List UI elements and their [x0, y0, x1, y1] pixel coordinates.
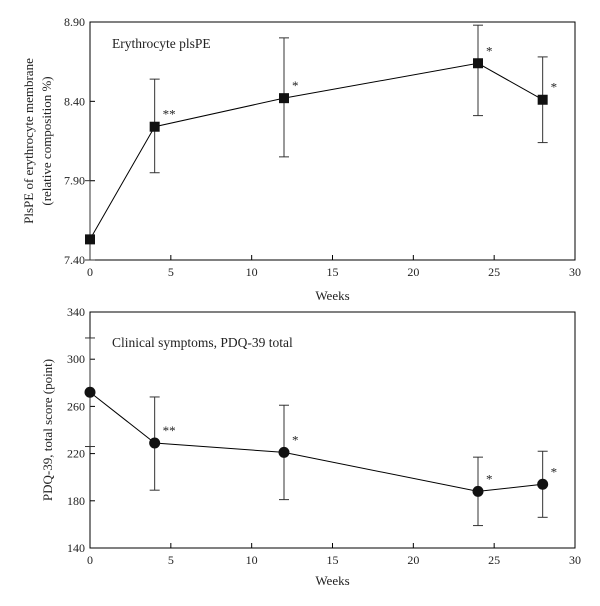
y-tick-label: 140 — [67, 541, 85, 555]
data-point — [537, 478, 549, 490]
data-point — [279, 93, 289, 104]
chart-panel-1: 0 5 10 15 20 25 30 7.40 7.90 8.40 8.90 Weeks PlsPE o… — [21, 15, 581, 303]
y-tick-label: 260 — [67, 399, 85, 413]
y-tick-label: 300 — [67, 352, 85, 366]
significance-marker: * — [551, 464, 558, 479]
x-tick-label: 0 — [87, 553, 93, 567]
x-axis-label: Weeks — [315, 288, 349, 303]
x-tick-label: 30 — [569, 265, 581, 279]
significance-marker: * — [292, 432, 299, 447]
x-tick-label: 30 — [569, 553, 581, 567]
y-axis-label: PlsPE of erythrocyte membrane — [21, 58, 36, 224]
plot-frame — [89, 21, 576, 261]
y-tick-label: 7.90 — [64, 174, 85, 188]
x-tick-label: 0 — [87, 265, 93, 279]
x-tick-label: 15 — [327, 265, 339, 279]
x-axis-label: Weeks — [315, 573, 349, 588]
x-tick-label: 25 — [488, 553, 500, 567]
chart-panel-2: 0 5 10 15 20 25 30 140 180 220 260 300 340 Weeks PDQ-3… — [40, 305, 581, 588]
x-tick-label: 15 — [327, 553, 339, 567]
chart-title: Erythrocyte plsPE — [112, 36, 211, 51]
significance-marker: ** — [163, 107, 176, 122]
series-line — [89, 62, 543, 240]
data-point — [85, 234, 95, 245]
data-point — [537, 94, 548, 105]
y-tick-label: 7.40 — [64, 253, 85, 267]
chart-title: Clinical symptoms, PDQ-39 total — [112, 335, 293, 350]
y-tick-label: 8.40 — [64, 94, 85, 108]
x-tick-label: 5 — [168, 553, 174, 567]
significance-marker: * — [486, 471, 493, 486]
x-tick-label: 20 — [407, 553, 419, 567]
significance-marker: ** — [163, 423, 176, 438]
x-tick-label: 5 — [168, 265, 174, 279]
data-point — [472, 485, 484, 497]
data-point — [84, 386, 96, 398]
data-point — [473, 58, 483, 69]
x-tick-label: 10 — [246, 553, 258, 567]
x-tick-label: 10 — [246, 265, 258, 279]
data-point — [278, 446, 290, 458]
significance-marker: * — [292, 78, 299, 93]
y-tick-label: 220 — [67, 447, 85, 461]
y-axis-label: (relative composition %) — [39, 76, 54, 205]
y-axis-label: PDQ-39, total score (point) — [40, 359, 55, 501]
y-tick-label: 340 — [67, 305, 85, 319]
data-point — [149, 437, 161, 449]
significance-marker: * — [486, 43, 493, 58]
x-tick-label: 20 — [407, 265, 419, 279]
data-point — [149, 121, 160, 132]
y-tick-label: 8.90 — [64, 15, 85, 29]
significance-marker: * — [551, 80, 558, 95]
x-tick-label: 25 — [488, 265, 500, 279]
y-tick-label: 180 — [67, 494, 85, 508]
